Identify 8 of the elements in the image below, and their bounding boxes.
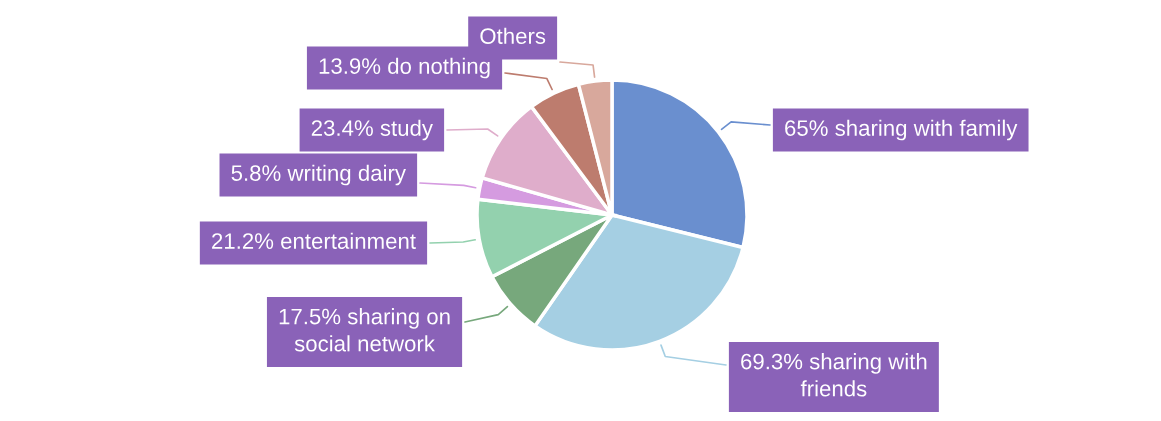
slice-label: 5.8% writing dairy (231, 164, 406, 186)
slice-label: 23.4% study (311, 119, 433, 141)
slice-label: 69.3% sharing with friends (741, 353, 927, 397)
slice-label: 65% sharing with family (785, 119, 1018, 141)
slice-label: Others (480, 27, 546, 44)
slice-label: 13.9% do nothing (319, 57, 490, 79)
slice-label: 21.2% entertainment (212, 232, 416, 249)
slice-label: 17.5% sharing on social network (279, 308, 450, 352)
